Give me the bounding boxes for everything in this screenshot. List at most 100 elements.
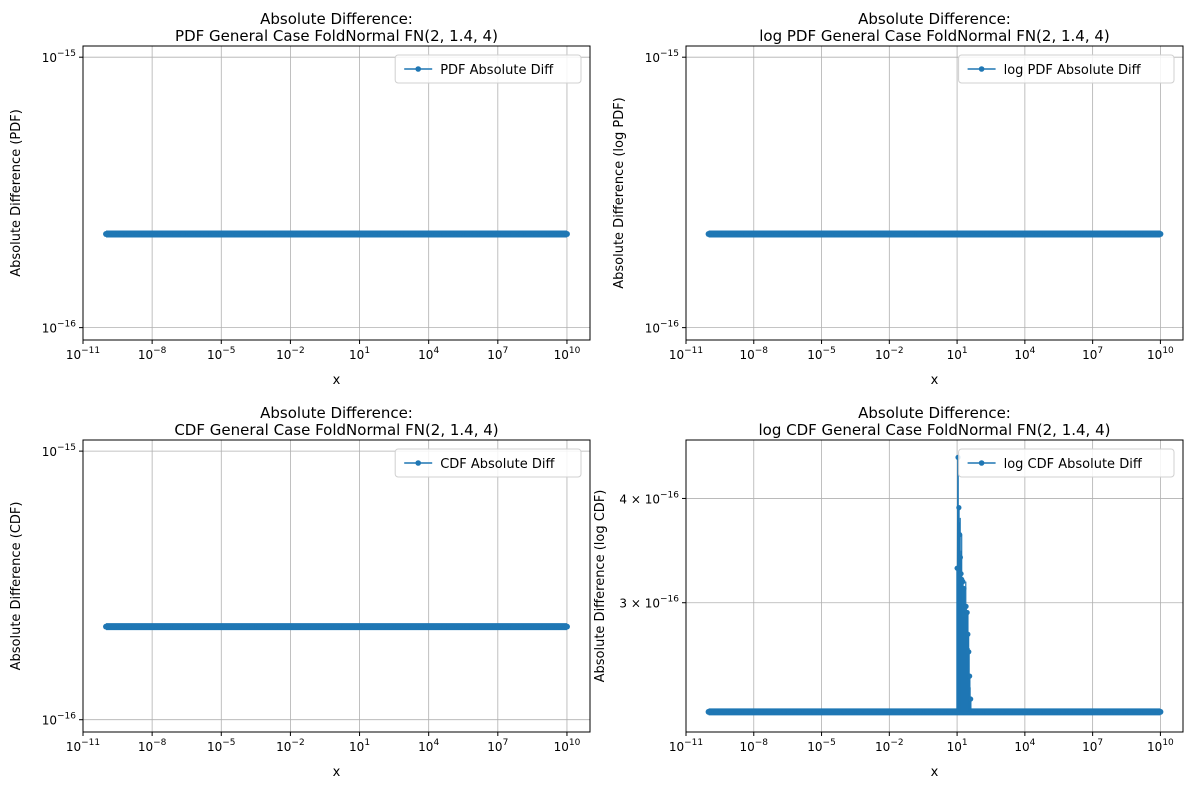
legend-label: log PDF Absolute Diff — [1004, 63, 1142, 78]
data-point — [713, 230, 720, 237]
data-point — [425, 230, 432, 237]
data-point — [502, 230, 509, 237]
data-point — [364, 623, 371, 630]
chart-title-line1: Absolute Difference: — [260, 404, 413, 422]
data-point — [479, 230, 486, 237]
data-point — [735, 230, 742, 237]
data-point — [931, 230, 938, 237]
y-tick-label: 4 × 10−16 — [619, 490, 679, 506]
data-point — [1082, 708, 1089, 715]
chart-title-line1: Absolute Difference: — [260, 10, 413, 28]
y-axis-label: Absolute Difference (CDF) — [9, 502, 24, 671]
x-tick-label: 10−5 — [807, 738, 836, 754]
x-tick-label: 101 — [349, 346, 370, 362]
data-point — [126, 623, 133, 630]
data-point — [826, 708, 833, 715]
chart-panel-2: 10−11 10−8 10−5 10−2 101 104 107 1010 10−15 10−16… — [612, 10, 1184, 388]
data-point — [525, 623, 532, 630]
x-axis-label: x — [333, 373, 341, 388]
x-tick-label: 10−8 — [739, 346, 768, 362]
data-point — [348, 623, 355, 630]
data-point — [750, 708, 757, 715]
data-point — [325, 623, 332, 630]
data-point — [1149, 708, 1156, 715]
data-point — [976, 230, 983, 237]
data-point — [758, 230, 765, 237]
data-point — [264, 623, 271, 630]
data-point — [540, 623, 547, 630]
x-tick-label: 104 — [1014, 346, 1035, 362]
legend-box — [394, 448, 582, 478]
x-tick-label: 10−2 — [875, 346, 904, 362]
data-point — [1134, 708, 1141, 715]
data-point — [110, 230, 117, 237]
data-point — [218, 623, 225, 630]
data-point — [302, 230, 309, 237]
data-point — [743, 708, 750, 715]
data-point — [863, 230, 870, 237]
data-point — [441, 230, 448, 237]
y-tick-label: 10−16 — [42, 320, 77, 336]
legend: log PDF Absolute Diff — [958, 54, 1175, 84]
data-point — [456, 623, 463, 630]
data-point — [525, 230, 532, 237]
data-point — [149, 623, 156, 630]
data-point — [893, 708, 900, 715]
data-point — [967, 673, 973, 679]
data-point — [1142, 708, 1149, 715]
data-point — [939, 708, 946, 715]
data-point — [364, 230, 371, 237]
data-point — [1014, 230, 1021, 237]
y-tick-label: 10−15 — [42, 49, 76, 65]
data-point — [999, 708, 1006, 715]
data-point — [999, 230, 1006, 237]
y-tick-label: 10−15 — [645, 49, 679, 65]
data-point — [510, 230, 517, 237]
x-axis-label: x — [931, 765, 939, 780]
data-point — [225, 623, 232, 630]
data-point — [1059, 230, 1066, 237]
data-point — [371, 623, 378, 630]
data-point — [210, 230, 217, 237]
data-point — [788, 708, 795, 715]
data-point — [387, 623, 394, 630]
data-point — [233, 230, 240, 237]
x-tick-label: 10−11 — [66, 346, 100, 362]
data-point — [1082, 230, 1089, 237]
data-point — [1104, 230, 1111, 237]
data-point — [256, 623, 263, 630]
data-point — [916, 708, 923, 715]
data-point — [713, 708, 720, 715]
data-point — [957, 554, 963, 560]
data-point — [118, 623, 125, 630]
legend-box — [958, 448, 1175, 478]
data-point — [856, 708, 863, 715]
x-tick-label: 10−8 — [138, 346, 167, 362]
x-tick-label: 10−5 — [207, 738, 236, 754]
data-point — [533, 623, 540, 630]
data-point — [1021, 230, 1028, 237]
data-point — [448, 623, 455, 630]
legend-label: CDF Absolute Diff — [440, 457, 555, 472]
data-point — [502, 623, 509, 630]
data-point — [1074, 230, 1081, 237]
data-point — [803, 230, 810, 237]
data-point — [1051, 230, 1058, 237]
data-point — [540, 230, 547, 237]
y-tick-label: 10−16 — [645, 320, 680, 336]
data-point — [1127, 708, 1134, 715]
data-point — [961, 585, 967, 592]
axes-frame — [82, 439, 591, 733]
chart-title-line2: log PDF General Case FoldNormal FN(2, 1.… — [759, 27, 1110, 45]
y-tick-label: 10−16 — [42, 712, 77, 728]
data-point — [750, 230, 757, 237]
legend: PDF Absolute Diff — [394, 54, 582, 84]
data-point — [720, 230, 727, 237]
data-point — [141, 230, 148, 237]
data-point — [1142, 230, 1149, 237]
data-point — [976, 708, 983, 715]
y-axis-label: Absolute Difference (log CDF) — [593, 490, 608, 683]
data-point — [954, 230, 961, 237]
data-point — [939, 230, 946, 237]
data-point — [464, 230, 471, 237]
